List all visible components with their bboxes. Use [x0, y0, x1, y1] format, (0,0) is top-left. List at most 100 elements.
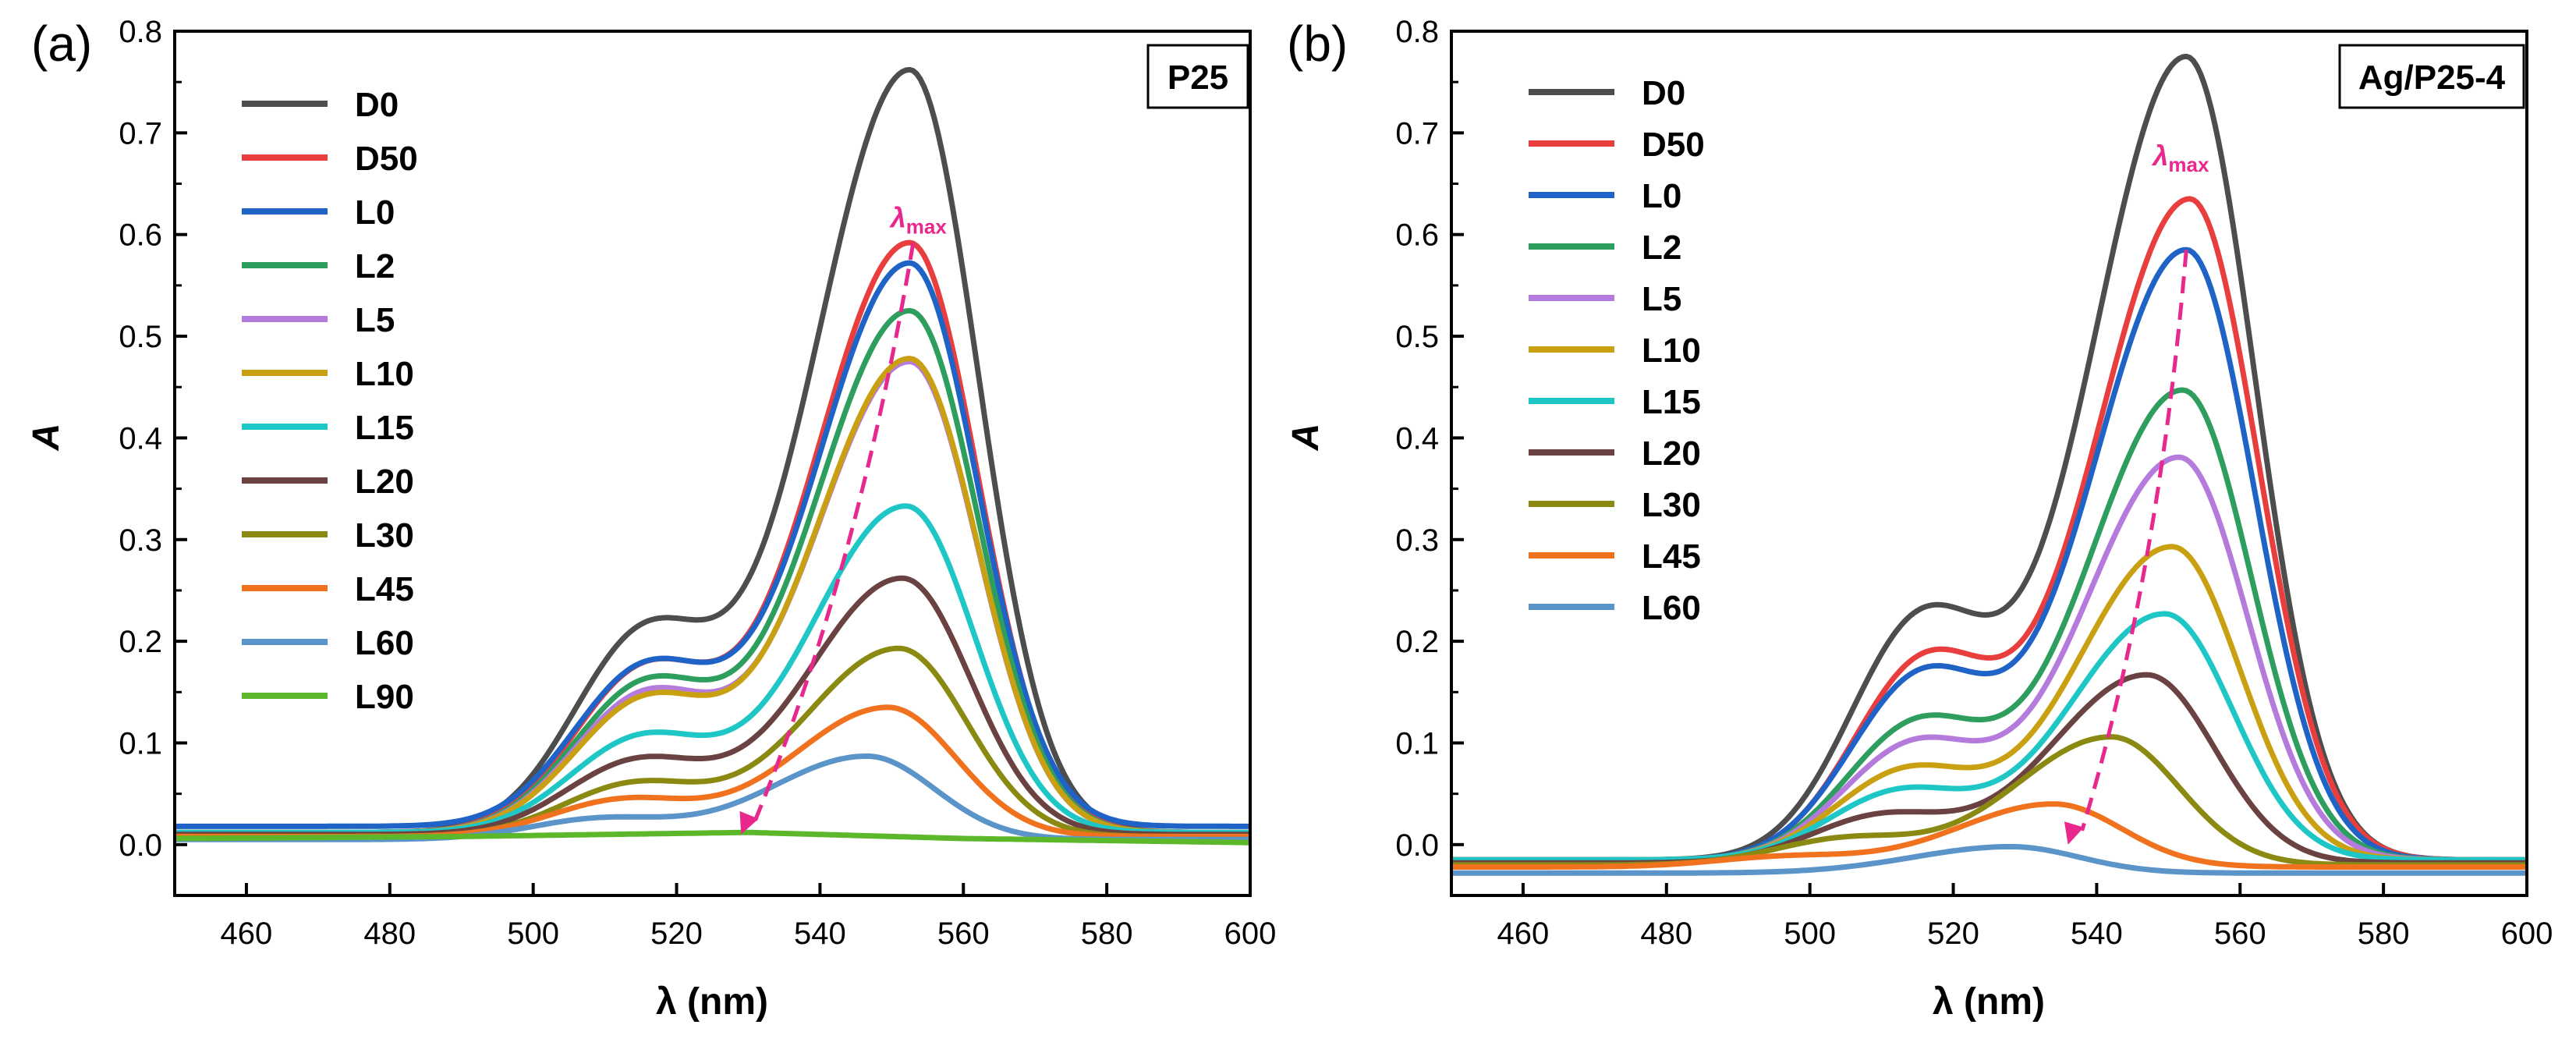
series-line-l10	[175, 356, 1250, 835]
legend-label-l60: L60	[1642, 589, 1701, 627]
x-tick-label: 600	[1224, 917, 1277, 951]
legend-label-l10: L10	[1642, 332, 1701, 370]
legend-label-l0: L0	[1642, 177, 1681, 215]
lambda-max-label: λmax	[2151, 140, 2209, 176]
plot-area	[175, 66, 1250, 846]
x-tick-label: 540	[2071, 917, 2123, 951]
legend-label-l30: L30	[355, 516, 414, 555]
y-tick-label: 0.0	[119, 828, 162, 863]
y-tick-label: 0.4	[119, 421, 162, 456]
y-tick-label: 0.0	[1395, 828, 1439, 863]
legend-label-l2: L2	[1642, 229, 1681, 267]
legend-label-l30: L30	[1642, 486, 1701, 524]
x-axis-label: λ (nm)	[1933, 981, 2045, 1023]
y-tick-label: 0.4	[1395, 421, 1439, 456]
series-line-l10	[1451, 544, 2527, 863]
x-tick-label: 480	[363, 917, 416, 951]
y-tick-label: 0.7	[119, 116, 162, 151]
x-tick-label: 580	[2358, 917, 2410, 951]
x-tick-label: 460	[221, 917, 273, 951]
lambda-max-arrow	[2080, 250, 2188, 831]
lambda-max-arrowhead	[739, 810, 759, 835]
x-axis-label-text: λ (nm)	[656, 981, 768, 1023]
panel-label: (a)	[31, 16, 92, 72]
x-tick-label: 480	[1640, 917, 1692, 951]
y-tick-label: 0.7	[1395, 116, 1439, 151]
axes-frame	[173, 30, 1252, 897]
legend-label-l15: L15	[355, 409, 414, 447]
x-tick-label: 500	[1784, 917, 1836, 951]
series-line-l15	[1451, 611, 2527, 863]
y-tick-label: 0.2	[1395, 625, 1439, 659]
legend-label-d0: D0	[355, 86, 399, 124]
y-tick-label: 0.2	[119, 625, 162, 659]
box-label-text: P25	[1168, 59, 1228, 97]
legend-label-d50: D50	[1642, 126, 1705, 164]
legend-label-d50: D50	[355, 140, 418, 178]
legend: D0 D50 L0 L2 L5 L10 L15 L20 L30 L45 L60	[1529, 74, 1705, 627]
x-tick-label: 460	[1497, 917, 1550, 951]
y-tick-label: 0.5	[119, 320, 162, 354]
lambda-max-label-sub: max	[2168, 153, 2209, 176]
y-axis-label: A	[1285, 424, 1327, 452]
x-tick-label: 520	[1927, 917, 1979, 951]
x-tick-label: 540	[794, 917, 846, 951]
series-line-l2	[175, 307, 1250, 835]
legend-label-l0: L0	[355, 193, 395, 232]
lambda-max-arrow	[753, 242, 916, 821]
box-label: P25	[1146, 44, 1249, 109]
y-tick-label: 0.6	[119, 218, 162, 253]
y-tick-label: 0.6	[1395, 218, 1439, 253]
lambda-max-arrowhead	[2064, 821, 2084, 845]
lambda-max-label-sub: max	[906, 215, 948, 239]
y-tick-label: 0.8	[1395, 15, 1439, 49]
legend-label-l45: L45	[355, 570, 414, 608]
lambda-max-annotation: λmax	[739, 202, 947, 835]
series-line-d50	[175, 239, 1250, 835]
legend-label-l20: L20	[355, 463, 414, 501]
legend-label-l15: L15	[1642, 383, 1701, 421]
y-tick-label: 0.3	[1395, 523, 1439, 558]
legend: D0 D50 L0 L2 L5 L10 L15 L20 L30 L45 L60 L90	[242, 86, 418, 716]
lambda-max-annotation: λmax	[2064, 140, 2209, 845]
x-tick-label: 560	[2214, 917, 2266, 951]
legend-label-l45: L45	[1642, 537, 1701, 576]
axes-frame	[1450, 30, 2528, 897]
axis-ticks: 460 480 500 520 540 560 580 600 0.0 0.1 0.2 0.3 0.4 0…	[119, 15, 1276, 951]
lambda-max-label: λmax	[889, 202, 948, 239]
y-tick-label: 0.5	[1395, 320, 1439, 354]
x-tick-label: 520	[650, 917, 703, 951]
x-tick-label: 580	[1081, 917, 1133, 951]
panel-a: (a) 460 480 500 520 540 560 580 600 0.0 0.1 0.2 0.3…	[26, 15, 1276, 1023]
axis-ticks: 460 480 500 520 540 560 580 600 0.0 0.1 0.2 0.3 0.4 0…	[1395, 15, 2553, 951]
x-tick-label: 560	[937, 917, 990, 951]
legend-label-l20: L20	[1642, 434, 1701, 473]
series-line-l5	[175, 359, 1250, 835]
series-line-d0	[175, 66, 1250, 835]
x-tick-label: 500	[507, 917, 559, 951]
x-axis-label-text: λ (nm)	[1933, 981, 2045, 1023]
legend-label-l60: L60	[355, 624, 414, 662]
y-tick-label: 0.3	[119, 523, 162, 558]
box-label-text: Ag/P25-4	[2358, 59, 2506, 97]
legend-label-d0: D0	[1642, 74, 1685, 112]
series-line-l15	[175, 503, 1250, 835]
x-axis-label: λ (nm)	[656, 981, 768, 1023]
legend-label-l5: L5	[355, 301, 395, 339]
legend-label-l2: L2	[355, 247, 395, 285]
panel-label: (b)	[1287, 16, 1348, 72]
legend-label-l5: L5	[1642, 280, 1681, 318]
series-line-l45	[1451, 801, 2527, 870]
series-line-l90	[175, 829, 1250, 846]
lambda-max-label-main: λ	[2151, 140, 2168, 172]
series-line-l2	[1451, 387, 2527, 863]
panel-b: (b) 460 480 500 520 540 560 580 600 0.0 0.1 0.2 0.3…	[1285, 15, 2553, 1023]
box-label: Ag/P25-4	[2338, 44, 2525, 109]
plot-area	[1451, 53, 2527, 876]
x-tick-label: 600	[2501, 917, 2553, 951]
y-tick-label: 0.8	[119, 15, 162, 49]
series-line-l60	[1451, 843, 2527, 876]
lambda-max-label-main: λ	[889, 202, 906, 234]
legend-label-l10: L10	[355, 355, 414, 393]
